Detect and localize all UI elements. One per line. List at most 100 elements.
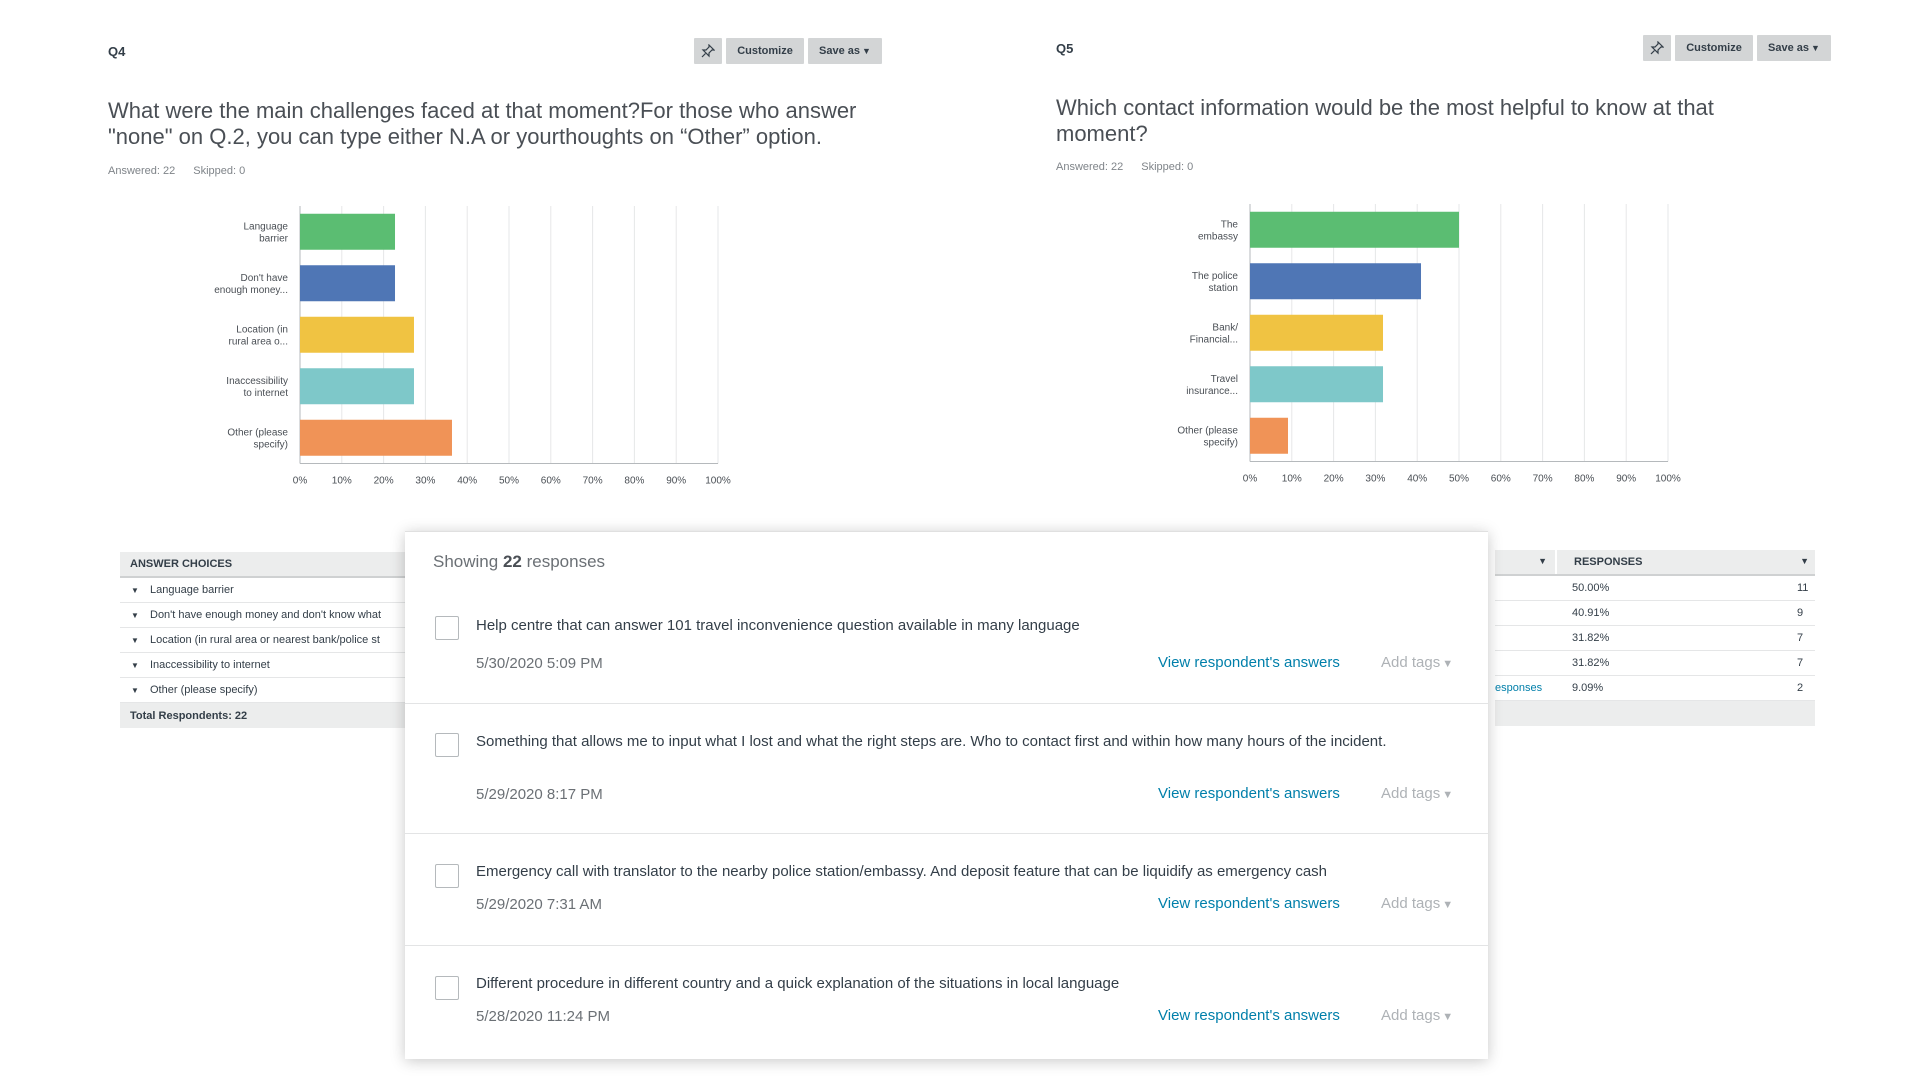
bar bbox=[1250, 314, 1384, 351]
choices-column-header[interactable]: ▼ bbox=[1495, 550, 1555, 574]
x-tick-label: 100% bbox=[705, 476, 731, 487]
view-respondent-answers-link[interactable]: View respondent's answers bbox=[1158, 654, 1340, 671]
total-row bbox=[1495, 701, 1815, 726]
table-row[interactable]: ▼ Don't have enough money and don't know … bbox=[120, 603, 410, 628]
bar bbox=[1250, 417, 1288, 454]
category-label: Location (in rural area o... bbox=[229, 324, 288, 347]
sort-caret-icon[interactable]: ▼ bbox=[1538, 556, 1547, 566]
x-tick-label: 20% bbox=[1324, 474, 1344, 485]
response-count: 7 bbox=[1797, 657, 1804, 669]
expand-triangle-icon[interactable]: ▼ bbox=[131, 635, 139, 645]
expand-triangle-icon[interactable]: ▼ bbox=[131, 585, 139, 595]
q5-response-table: ▼ RESPONSES ▼ 50.00% 11 40.91% 9 31.82% 7 3… bbox=[1495, 550, 1815, 726]
table-row[interactable]: ▼ Other (please specify) bbox=[120, 678, 410, 703]
x-tick-label: 40% bbox=[1407, 474, 1427, 485]
expand-triangle-icon[interactable]: ▼ bbox=[131, 660, 139, 670]
view-respondent-answers-link[interactable]: View respondent's answers bbox=[1158, 895, 1340, 912]
question-id: Q5 bbox=[1056, 41, 1074, 56]
add-tags-dropdown[interactable]: Add tags ▼ bbox=[1381, 654, 1453, 671]
table-row[interactable]: ▼ Inaccessibility to internet bbox=[120, 653, 410, 678]
caret-down-icon: ▼ bbox=[1811, 43, 1820, 53]
table-row[interactable]: ▼ Language barrier bbox=[120, 578, 410, 603]
pin-button[interactable] bbox=[694, 38, 722, 64]
responses-link[interactable]: esponses bbox=[1495, 682, 1543, 694]
responses-header-label: RESPONSES bbox=[1574, 556, 1643, 568]
add-tags-label: Add tags bbox=[1381, 895, 1441, 912]
question-title: Which contact information would be the m… bbox=[1056, 95, 1714, 146]
showing-responses-count: Showing 22 responses bbox=[433, 552, 605, 572]
response-date: 5/29/2020 8:17 PM bbox=[476, 786, 603, 803]
customize-button[interactable]: Customize bbox=[1675, 35, 1753, 61]
caret-down-icon: ▼ bbox=[1442, 899, 1454, 911]
responses-column-header[interactable]: RESPONSES ▼ bbox=[1555, 550, 1815, 574]
category-label: Other (please specify) bbox=[227, 427, 288, 450]
response-item: Help centre that can answer 101 travel i… bbox=[405, 592, 1488, 704]
caret-down-icon: ▼ bbox=[1442, 789, 1454, 801]
skipped-count: Skipped: 0 bbox=[1141, 161, 1194, 173]
table-row[interactable]: ▼ Location (in rural area or nearest bank… bbox=[120, 628, 410, 653]
response-checkbox[interactable] bbox=[435, 733, 459, 757]
table-row: esponses 9.09% 2 bbox=[1495, 676, 1815, 701]
add-tags-dropdown[interactable]: Add tags ▼ bbox=[1381, 895, 1453, 912]
table-row: 31.82% 7 bbox=[1495, 651, 1815, 676]
view-respondent-answers-link[interactable]: View respondent's answers bbox=[1158, 785, 1340, 802]
x-tick-label: 80% bbox=[624, 476, 644, 487]
response-text: Something that allows me to input what I… bbox=[476, 733, 1387, 750]
response-checkbox[interactable] bbox=[435, 864, 459, 888]
table-row: 31.82% 7 bbox=[1495, 626, 1815, 651]
customize-button[interactable]: Customize bbox=[726, 38, 804, 64]
answer-choices-header[interactable]: ANSWER CHOICES bbox=[120, 552, 410, 578]
category-label: Other (please specify) bbox=[1177, 425, 1238, 448]
x-tick-label: 10% bbox=[332, 476, 352, 487]
add-tags-label: Add tags bbox=[1381, 654, 1441, 671]
x-tick-label: 50% bbox=[1449, 474, 1469, 485]
add-tags-dropdown[interactable]: Add tags ▼ bbox=[1381, 785, 1453, 802]
add-tags-label: Add tags bbox=[1381, 785, 1441, 802]
expand-triangle-icon[interactable]: ▼ bbox=[131, 685, 139, 695]
answer-choice-label: Location (in rural area or nearest bank/… bbox=[150, 634, 380, 646]
bar bbox=[300, 213, 396, 250]
category-label: Inaccessibility to internet bbox=[226, 376, 288, 399]
x-tick-label: 0% bbox=[1243, 474, 1258, 485]
response-item: Something that allows me to input what I… bbox=[405, 704, 1488, 834]
x-tick-label: 10% bbox=[1282, 474, 1302, 485]
q5-bar-chart: 0% 10% 20% 30% 40% 50% 60% 70% 80% 90% 100% The emba… bbox=[1177, 204, 1681, 485]
response-date: 5/30/2020 5:09 PM bbox=[476, 655, 603, 672]
caret-down-icon: ▼ bbox=[862, 46, 871, 56]
category-label: Travel insurance... bbox=[1186, 374, 1238, 397]
answer-choice-label: Language barrier bbox=[150, 584, 234, 596]
pin-button[interactable] bbox=[1643, 35, 1671, 61]
save-as-button[interactable]: Save as ▼ bbox=[1757, 35, 1831, 61]
x-tick-label: 30% bbox=[415, 476, 435, 487]
response-count: 7 bbox=[1797, 632, 1804, 644]
save-as-button[interactable]: Save as ▼ bbox=[808, 38, 882, 64]
x-tick-label: 60% bbox=[1491, 474, 1511, 485]
table-header: ▼ RESPONSES ▼ bbox=[1495, 550, 1815, 576]
category-label: Bank/Financial... bbox=[1190, 322, 1239, 345]
save-as-label: Save as bbox=[819, 45, 861, 57]
response-count: 22 bbox=[502, 552, 522, 571]
x-tick-label: 0% bbox=[293, 476, 308, 487]
sort-caret-icon[interactable]: ▼ bbox=[1800, 556, 1809, 566]
response-percent: 40.91% bbox=[1572, 607, 1610, 619]
response-checkbox[interactable] bbox=[435, 976, 459, 1000]
answered-count: Answered: 22 bbox=[1056, 161, 1124, 173]
x-tick-label: 100% bbox=[1655, 474, 1681, 485]
category-label: The police station bbox=[1192, 271, 1239, 294]
add-tags-dropdown[interactable]: Add tags ▼ bbox=[1381, 1007, 1453, 1024]
answer-choice-label: Other (please specify) bbox=[150, 684, 258, 696]
add-tags-label: Add tags bbox=[1381, 1007, 1441, 1024]
pin-icon bbox=[1650, 41, 1664, 55]
pin-icon bbox=[701, 44, 715, 58]
q4-bar-chart: 0% 10% 20% 30% 40% 50% 60% 70% 80% 90% 100% Languag… bbox=[214, 206, 731, 487]
bar bbox=[1250, 211, 1459, 248]
save-as-label: Save as bbox=[1768, 42, 1810, 54]
response-item: Different procedure in different country… bbox=[405, 946, 1488, 1058]
response-percent: 9.09% bbox=[1572, 682, 1604, 694]
answered-count: Answered: 22 bbox=[108, 165, 176, 177]
expand-triangle-icon[interactable]: ▼ bbox=[131, 610, 139, 620]
category-label: The embassy bbox=[1198, 219, 1238, 242]
view-respondent-answers-link[interactable]: View respondent's answers bbox=[1158, 1007, 1340, 1024]
response-checkbox[interactable] bbox=[435, 616, 459, 640]
x-tick-label: 50% bbox=[499, 476, 519, 487]
